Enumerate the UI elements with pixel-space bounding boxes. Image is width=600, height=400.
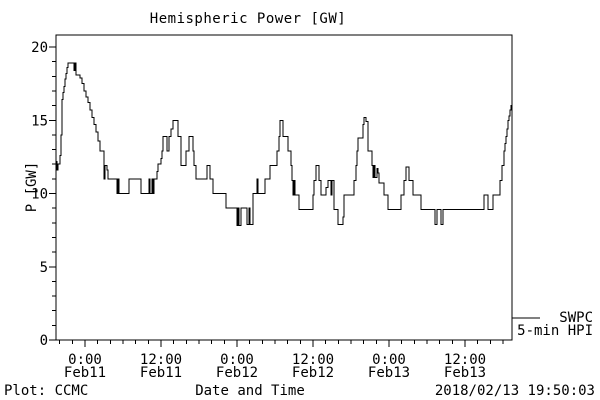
footer-plot-credit: Plot: CCMC — [4, 383, 89, 399]
x-tick-date-label: Feb11 — [140, 365, 182, 381]
plot-frame — [55, 34, 513, 341]
x-tick-time-label: 12:00 — [140, 352, 182, 368]
x-tick-date-label: Feb11 — [64, 365, 106, 381]
y-tick-label: 10 — [31, 187, 48, 203]
legend-source-label: SWPC — [559, 310, 593, 326]
x-tick-date-label: Feb13 — [444, 365, 486, 381]
x-tick-date-label: Feb12 — [216, 365, 258, 381]
x-tick-date-label: Feb13 — [368, 365, 410, 381]
y-tick-label: 5 — [40, 260, 48, 276]
x-tick-time-label: 0:00 — [372, 352, 406, 368]
x-tick-date-label: Feb12 — [292, 365, 334, 381]
plot-title: Hemispheric Power [GW] — [149, 11, 347, 27]
footer-timestamp: 2018/02/13 19:50:03 — [434, 383, 595, 399]
y-tick-label: 20 — [31, 40, 48, 56]
y-tick-label: 0 — [40, 333, 48, 349]
x-axis-label: Date and Time — [195, 383, 305, 399]
x-tick-time-label: 0:00 — [220, 352, 254, 368]
hpi-step-line — [56, 62, 512, 227]
x-tick-time-label: 12:00 — [444, 352, 486, 368]
x-tick-time-label: 12:00 — [292, 352, 334, 368]
x-tick-time-label: 0:00 — [68, 352, 102, 368]
legend-series-label: 5-min HPI — [517, 323, 593, 339]
y-tick-label: 15 — [31, 113, 48, 129]
